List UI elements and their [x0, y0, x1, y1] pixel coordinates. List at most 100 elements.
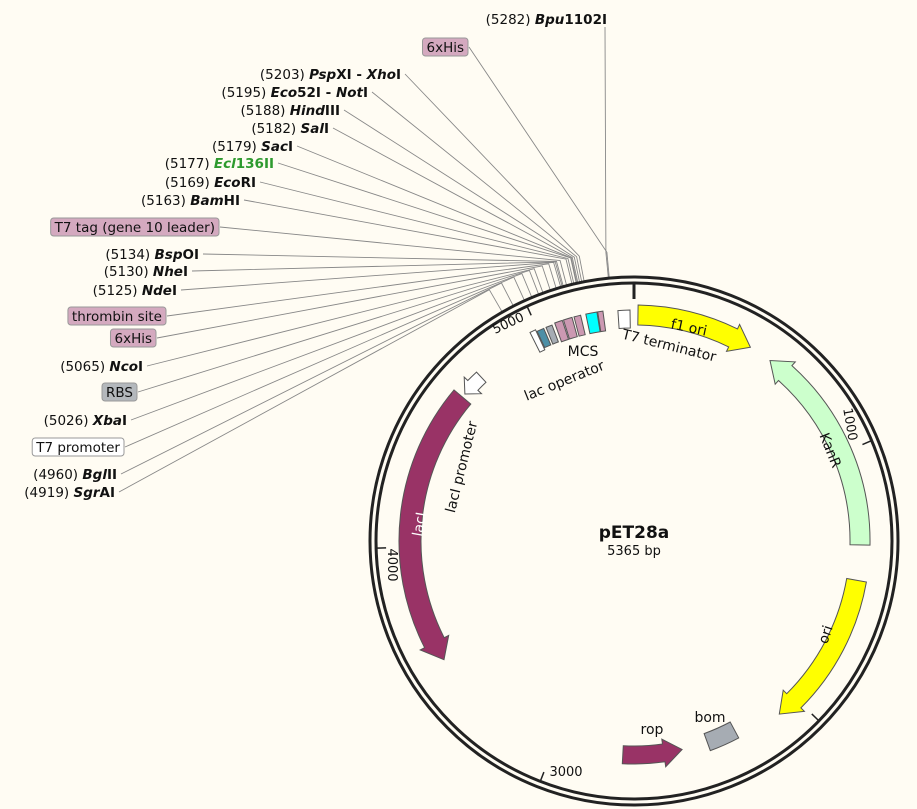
- enzyme-name: Hind: [290, 103, 326, 119]
- feature-callout[interactable]: RBS: [101, 382, 138, 402]
- enzyme-name: 1102I: [564, 12, 607, 28]
- leader-line: [124, 276, 526, 448]
- site-position: (4960): [33, 467, 82, 483]
- site-leader-lines: [118, 26, 610, 493]
- site-position: (5203): [260, 67, 309, 83]
- restriction-site-label[interactable]: (5163) BamHI: [141, 193, 240, 209]
- feature-callout-text: thrombin site: [72, 309, 162, 325]
- plasmid-name: pET28a: [599, 523, 670, 543]
- enzyme-name: HI: [224, 193, 240, 209]
- leader-line: [191, 261, 563, 288]
- leader-line: [343, 109, 581, 283]
- restriction-site-label[interactable]: (4919) SgrAI: [24, 485, 115, 501]
- tick-label: 4000: [384, 548, 399, 581]
- enzyme-name: Bgl: [82, 467, 107, 483]
- leader-line: [146, 268, 544, 367]
- feature-laci[interactable]: [398, 389, 472, 661]
- feature-callout-box: [109, 328, 157, 348]
- restriction-site-label[interactable]: (5134) BspOI: [105, 247, 199, 263]
- restriction-site-label[interactable]: (5130) NheI: [104, 264, 188, 280]
- feature-label-f1-ori: f1 ori: [669, 316, 708, 339]
- enzyme-name: XI: [336, 67, 351, 83]
- restriction-site-label[interactable]: (5177) Ecl136II: [165, 156, 274, 172]
- enzyme-name: Sac: [261, 139, 288, 155]
- leader-line: [156, 265, 551, 339]
- enzyme-name: Psp: [309, 67, 336, 83]
- restriction-site-label[interactable]: (5169) EcoRI: [165, 175, 256, 191]
- site-position: (5177): [165, 156, 214, 172]
- enzyme-name: Bpu: [535, 12, 565, 28]
- restriction-site-label[interactable]: (5203) PspXI - XhoI: [260, 67, 401, 83]
- restriction-site-label[interactable]: (5179) SacI: [212, 139, 293, 155]
- site-position: (5195): [221, 85, 270, 101]
- enzyme-name: Nhe: [153, 264, 183, 280]
- feature-cap-site[interactable]: [545, 324, 560, 345]
- feature-ori[interactable]: [778, 577, 867, 715]
- svg-text:(5065) NcoI: (5065) NcoI: [60, 359, 143, 375]
- enzyme-name: 52I: [297, 85, 321, 101]
- restriction-site-label[interactable]: (5125) NdeI: [93, 283, 177, 299]
- leader-line: [166, 263, 557, 317]
- feature-callout-text: 6xHis: [426, 40, 464, 56]
- feature-label-rop: rop: [641, 722, 664, 738]
- enzyme-name: I: [172, 283, 177, 299]
- site-position: (5169): [165, 175, 214, 191]
- leader-line: [277, 162, 577, 284]
- enzyme-name: Nco: [109, 359, 138, 375]
- feature-callout[interactable]: T7 tag (gene 10 leader): [50, 217, 220, 237]
- feature-label-laci: lacI: [410, 511, 430, 538]
- svg-text:(4960) BglII: (4960) BglII: [33, 467, 117, 483]
- feature-kanr[interactable]: [769, 359, 871, 546]
- enzyme-name: II: [107, 467, 117, 483]
- feature-lac-operator-outline[interactable]: [529, 329, 546, 353]
- feature-mcs-6xhis[interactable]: [562, 316, 578, 340]
- leader-line: [243, 199, 573, 285]
- feature-mcs-6xhis-c[interactable]: [597, 310, 607, 333]
- site-position: (5188): [241, 103, 290, 119]
- feature-bom[interactable]: [703, 721, 740, 752]
- feature-label-bom: bom: [694, 710, 725, 726]
- restriction-site-label[interactable]: (5026) XbaI: [44, 413, 127, 429]
- feature-laci-promoter[interactable]: [463, 371, 487, 395]
- feature-callout[interactable]: thrombin site: [67, 306, 167, 326]
- feature-rop[interactable]: [621, 738, 683, 768]
- leader-line: [296, 145, 578, 284]
- feature-callout-box: [421, 37, 469, 57]
- feature-lac-operator[interactable]: [536, 327, 552, 349]
- leader-line: [137, 269, 540, 393]
- restriction-site-label[interactable]: (5195) Eco52I - NotI: [221, 85, 368, 101]
- feature-callout[interactable]: 6xHis: [421, 37, 469, 57]
- feature-callout[interactable]: T7 promoter: [31, 437, 125, 457]
- restriction-site-label[interactable]: (5065) NcoI: [60, 359, 143, 375]
- enzyme-name: I: [288, 139, 293, 155]
- tick-mark: [811, 713, 820, 722]
- enzyme-name: Xho: [366, 67, 396, 83]
- leader-line: [332, 127, 579, 284]
- feature-callout-box: [31, 437, 125, 457]
- plasmid-length: 5365 bp: [607, 544, 661, 559]
- feature-mcs-thrombin[interactable]: [554, 319, 570, 343]
- enzyme-name: Sgr: [73, 485, 100, 501]
- restriction-site-label[interactable]: (4960) BglII: [33, 467, 117, 483]
- enzyme-name: Bsp: [155, 247, 183, 263]
- feature-label-lac-operator: lac operator: [522, 358, 607, 405]
- feature-mcs-t7-tag[interactable]: [573, 314, 586, 337]
- site-position: (5065): [60, 359, 109, 375]
- enzyme-name: Eco: [271, 85, 298, 101]
- site-position: (5163): [141, 193, 190, 209]
- svg-text:(5125) NdeI: (5125) NdeI: [93, 283, 177, 299]
- feature-callout-text: T7 promoter: [35, 440, 120, 456]
- restriction-site-label[interactable]: (5188) HindIII: [241, 103, 340, 119]
- restriction-site-label[interactable]: (5282) Bpu1102I: [486, 12, 607, 28]
- feature-callout-box: [101, 382, 138, 402]
- feature-f1-ori[interactable]: [637, 304, 752, 353]
- restriction-site-label[interactable]: (5182) SalI: [251, 121, 329, 137]
- site-position: (5282): [486, 12, 535, 28]
- leader-line: [219, 226, 568, 286]
- feature-mcs-cyan[interactable]: [585, 311, 601, 335]
- svg-text:(5179) SacI: (5179) SacI: [212, 139, 293, 155]
- feature-callout[interactable]: 6xHis: [109, 328, 157, 348]
- feature-t7-terminator[interactable]: [617, 309, 631, 330]
- site-position: (5182): [251, 121, 300, 137]
